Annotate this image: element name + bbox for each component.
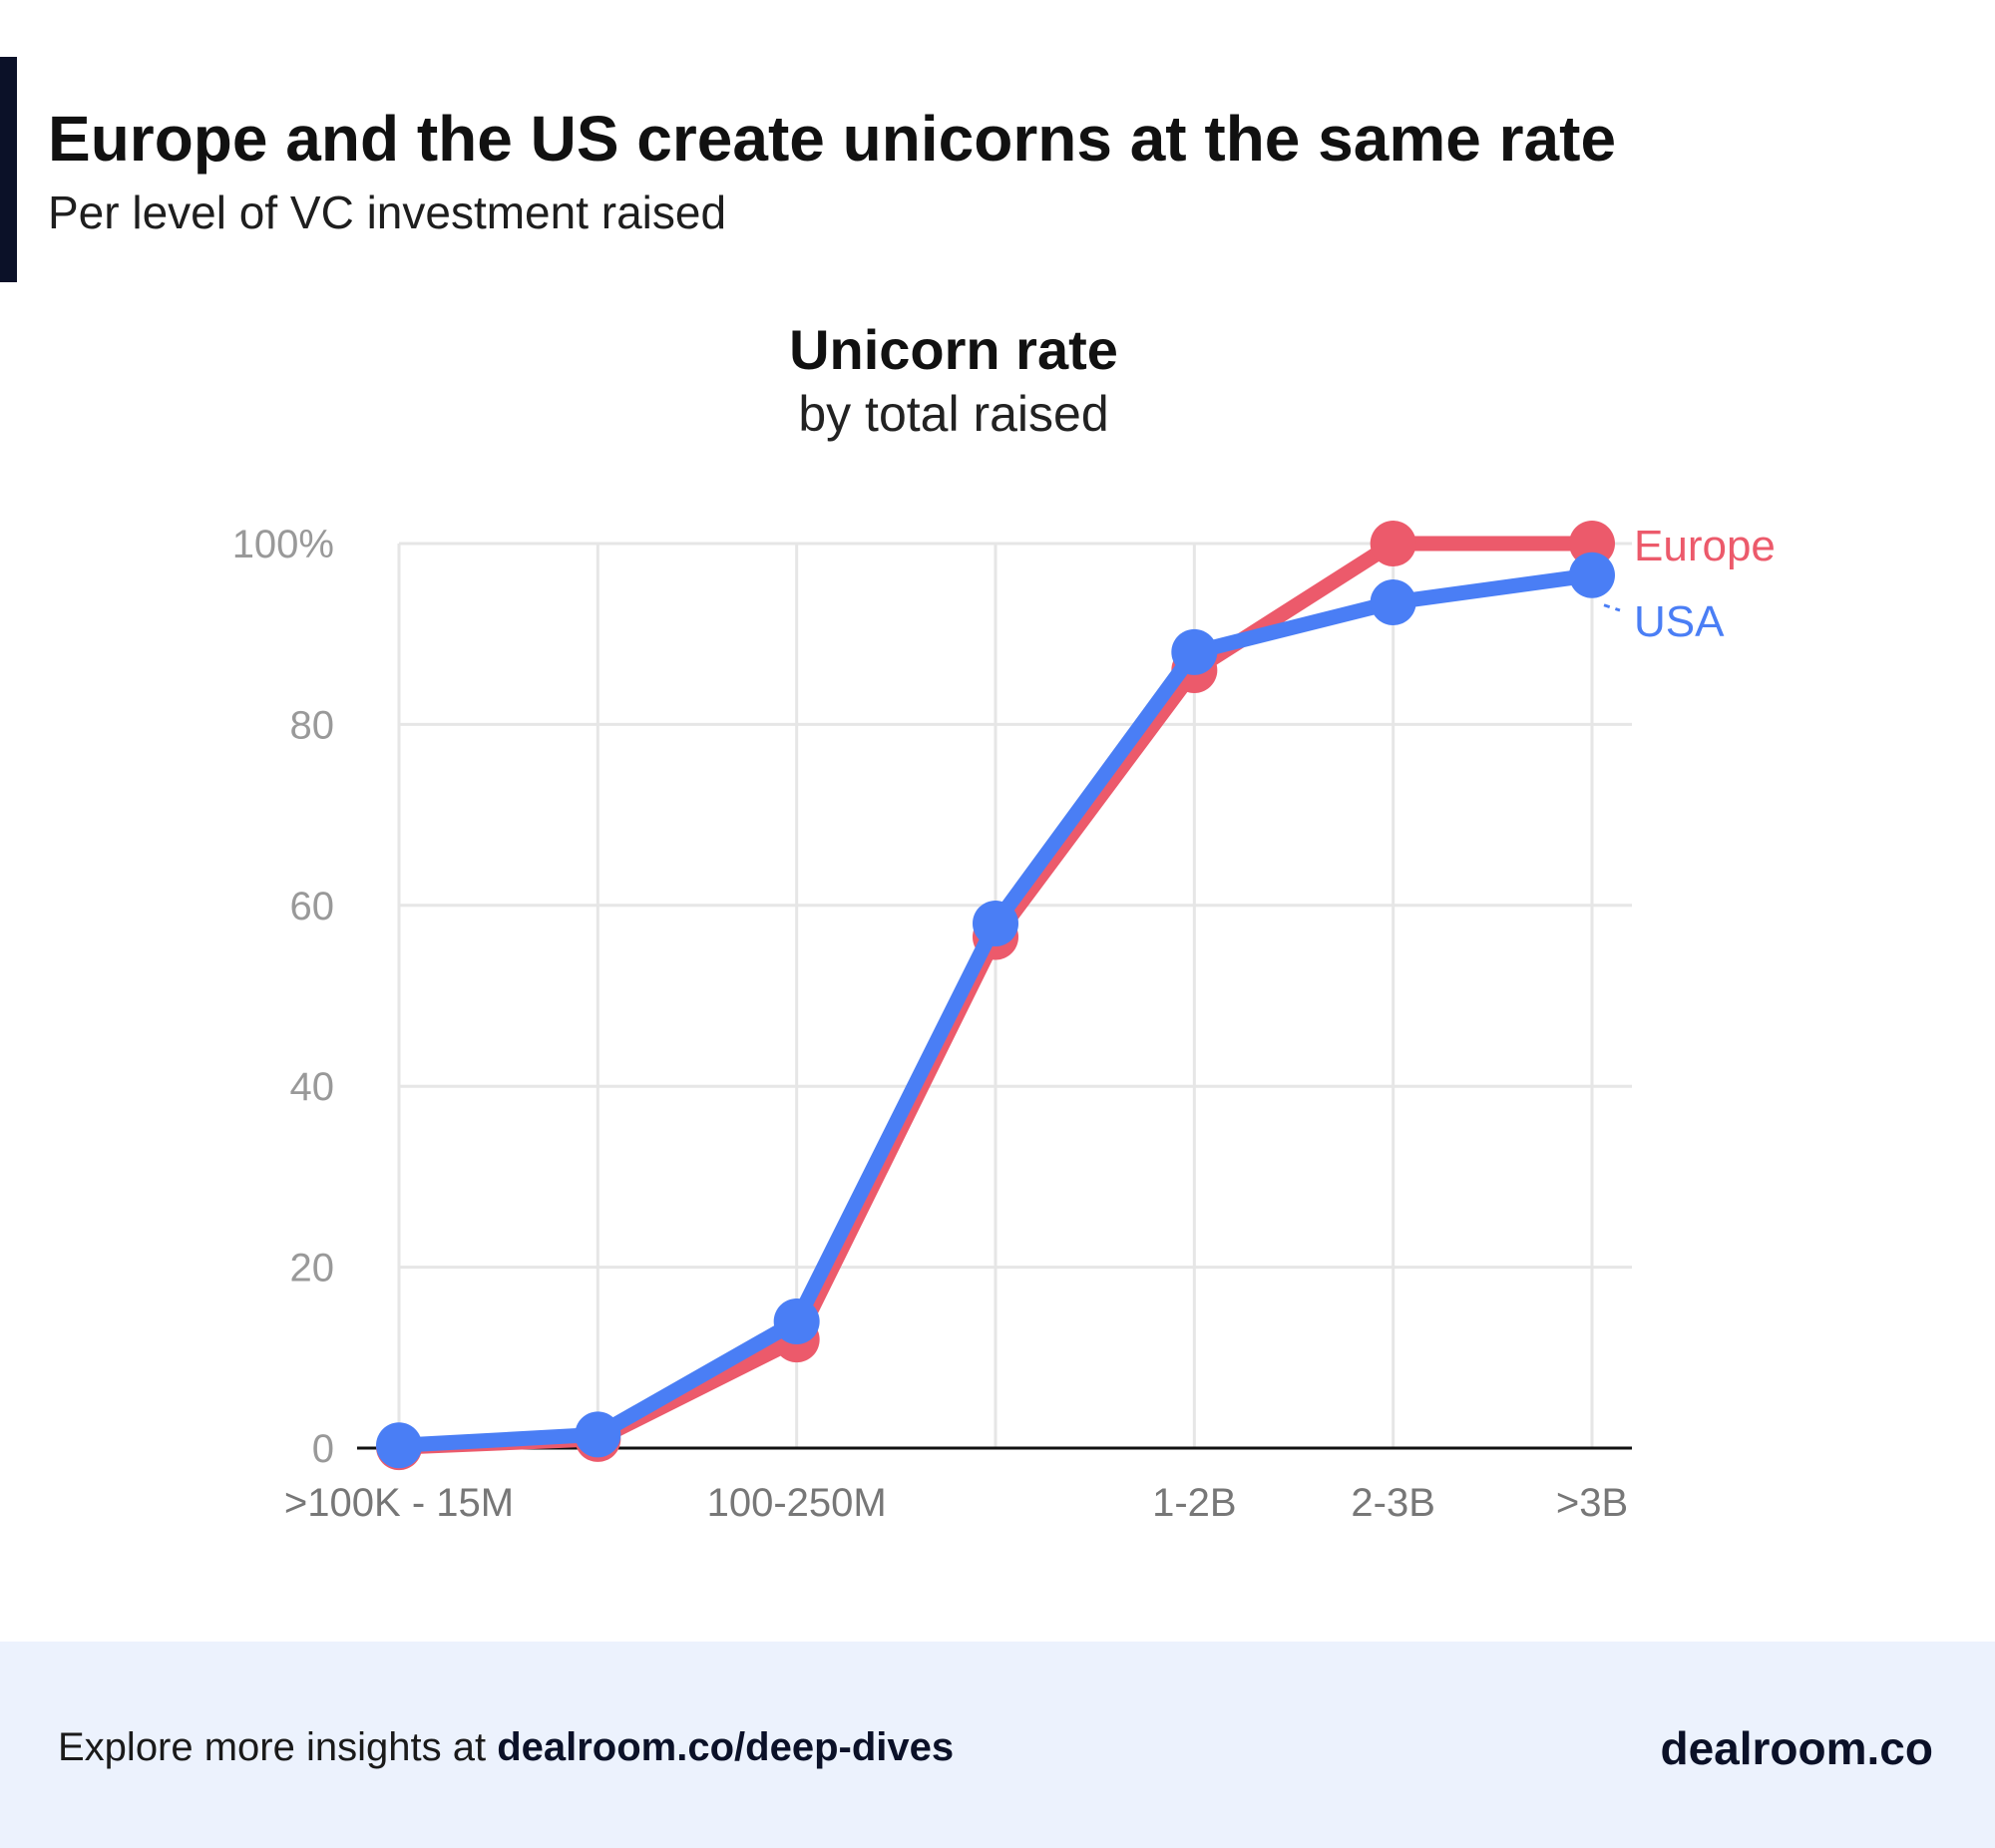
data-point-usa [575,1411,621,1458]
legend-label-europe: Europe [1634,522,1776,570]
y-tick-label: 40 [290,1065,335,1109]
unicorn-rate-chart: Unicorn rate by total raised 0 20 40 60 80 10… [232,318,1776,1525]
chart-subtitle: by total raised [798,386,1108,442]
y-tick-label: 20 [290,1247,335,1291]
x-tick-label: >100K - 15M [284,1481,514,1525]
data-point-usa [376,1422,422,1469]
axis-labels: 0 20 40 60 80 100% >100K - 15M 100-250M 1-2B 2-3B… [232,522,1776,1525]
y-tick-label: 60 [290,885,335,928]
data-point-usa [1569,552,1615,598]
data-point-usa [973,900,1018,946]
data-point-europe [1569,521,1615,566]
footer: Explore more insights at dealroom.co/dee… [0,1642,1995,1848]
data-point-usa [1370,578,1416,625]
data-point-usa [773,1298,820,1345]
x-tick-label: 100-250M [707,1481,887,1525]
y-tick-label: 0 [312,1427,334,1471]
footer-prefix: Explore more insights at [58,1725,498,1769]
dealroom-logo: dealroom.co [1660,1722,1933,1774]
footer-text: Explore more insights at dealroom.co/dee… [58,1725,954,1770]
chart-title: Unicorn rate [789,318,1118,381]
page-subtitle: Per level of VC investment raised [48,186,727,238]
y-tick-label: 100% [232,523,334,566]
data-point-europe [1370,521,1416,566]
deep-dives-link[interactable]: dealroom.co/deep-dives [497,1725,955,1769]
x-tick-label: 2-3B [1351,1481,1435,1525]
y-tick-label: 80 [290,703,335,747]
grid [357,542,1632,1450]
x-tick-label: >3B [1556,1481,1628,1525]
data-point-usa [1171,628,1218,675]
legend-leader-usa [1603,603,1621,612]
series [376,521,1615,1471]
page-title: Europe and the US create unicorns at the… [48,103,1617,175]
accent-bar [0,57,17,282]
x-tick-label: 1-2B [1152,1481,1237,1525]
legend-label-usa: USA [1634,597,1725,646]
